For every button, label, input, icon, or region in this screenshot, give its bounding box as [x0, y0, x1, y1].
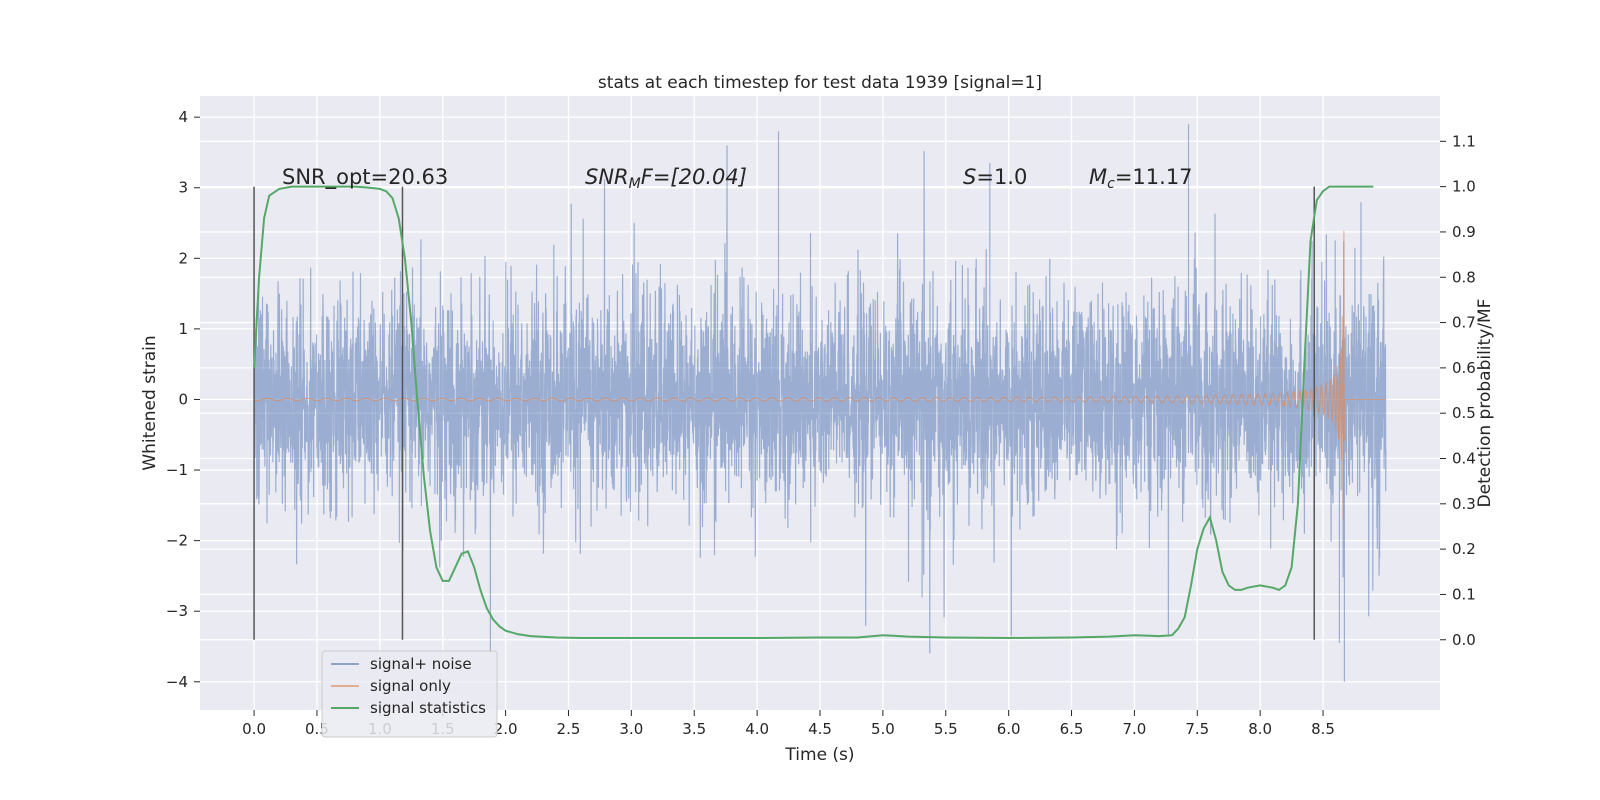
- snr-mf-sub: M: [629, 176, 641, 192]
- mc-sub: c: [1107, 176, 1115, 192]
- y2-tick-label: 0.7: [1452, 314, 1476, 332]
- s-rest: =1.0: [976, 165, 1027, 189]
- y2-tick-label: 0.5: [1452, 404, 1476, 422]
- x-tick-label: 8.5: [1311, 720, 1335, 738]
- y-tick-label: −3: [166, 602, 188, 620]
- y2-axis-ticks: 0.0 0.1 0.2 0.3 0.4 0.5 0.6 0.7 0.8 0.9 1.0 1.1: [1440, 132, 1476, 649]
- y2-axis-label: Detection probability/MF: [1475, 299, 1495, 508]
- x-axis-label: Time (s): [784, 745, 854, 765]
- y-tick-label: 1: [178, 320, 188, 338]
- x-tick-label: 2.0: [494, 720, 518, 738]
- series-signal-only: [253, 230, 1386, 520]
- x-tick-label: 3.5: [682, 720, 706, 738]
- y-tick-label: 3: [178, 179, 188, 197]
- y-axis-ticks: −4 −3 −2 −1 0 1 2 3 4: [166, 108, 200, 691]
- vertical-markers: [253, 186, 1315, 640]
- x-tick-label: 7.0: [1122, 720, 1146, 738]
- annotation-mc: Mc=11.17: [1089, 165, 1193, 192]
- x-tick-label: 3.0: [619, 720, 643, 738]
- y-tick-label: −1: [166, 461, 188, 479]
- y2-tick-label: 0.1: [1452, 585, 1476, 603]
- series-layer: [253, 124, 1387, 682]
- y-tick-label: 0: [178, 390, 188, 408]
- mc-rest: =11.17: [1115, 165, 1193, 189]
- mc-var: M: [1089, 165, 1107, 189]
- annotation-snr-mf: SNRMF=[20.04]: [585, 165, 747, 192]
- x-tick-label: 5.5: [934, 720, 958, 738]
- y2-tick-label: 0.8: [1452, 268, 1476, 286]
- series-signal-noise: [253, 124, 1387, 682]
- y2-tick-label: 0.3: [1452, 495, 1476, 513]
- y2-tick-label: 0.6: [1452, 359, 1476, 377]
- x-tick-label: 6.5: [1060, 720, 1084, 738]
- s-var: S: [963, 165, 976, 189]
- x-tick-label: 0.0: [242, 720, 266, 738]
- annotation-snr-opt: SNR_opt=20.63: [282, 165, 448, 190]
- chart-title: stats at each timestep for test data 193…: [598, 73, 1042, 93]
- x-tick-label: 8.0: [1248, 720, 1272, 738]
- y2-tick-label: 0.4: [1452, 450, 1476, 468]
- y2-tick-label: 0.9: [1452, 223, 1476, 241]
- legend: signal+ noise signal only signal statist…: [321, 650, 498, 738]
- y2-tick-label: 0.2: [1452, 540, 1476, 558]
- y2-tick-label: 1.0: [1452, 178, 1476, 196]
- y-tick-label: 4: [178, 108, 188, 126]
- x-tick-label: 7.5: [1185, 720, 1209, 738]
- y2-tick-label: 1.1: [1452, 132, 1476, 150]
- x-tick-label: 5.0: [871, 720, 895, 738]
- x-tick-label: 2.5: [557, 720, 581, 738]
- x-tick-label: 4.5: [808, 720, 832, 738]
- y-tick-label: −2: [166, 532, 188, 550]
- y2-tick-label: 0.0: [1452, 631, 1476, 649]
- series-signal-statistics: [253, 185, 1374, 640]
- snr-mf-rest-f: F=[20.04]: [641, 165, 747, 189]
- legend-label-signal-noise: signal+ noise: [370, 655, 472, 673]
- legend-box: [321, 650, 498, 738]
- y-tick-label: −4: [166, 673, 188, 691]
- legend-label-signal-only: signal only: [370, 677, 451, 695]
- y-tick-label: 2: [178, 249, 188, 267]
- annotation-s: S=1.0: [963, 165, 1027, 189]
- x-tick-label: 6.0: [997, 720, 1021, 738]
- snr-mf-base: SNR: [585, 165, 629, 189]
- x-tick-label: 4.0: [745, 720, 769, 738]
- y-axis-label: Whitened strain: [140, 335, 160, 470]
- legend-label-signal-statistics: signal statistics: [370, 699, 486, 717]
